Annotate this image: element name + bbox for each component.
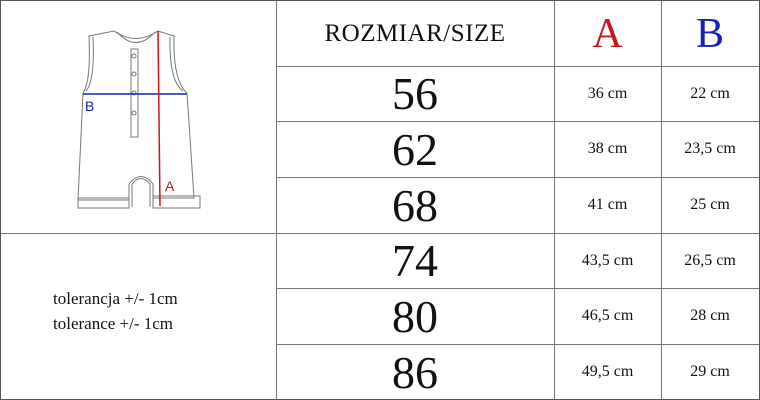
tolerance-pl: tolerancja +/- 1cm <box>53 289 178 308</box>
tolerance-note: tolerancja +/- 1cm tolerance +/- 1cm <box>53 286 178 336</box>
row-a-cell: 46,5 cm <box>581 307 634 324</box>
header-b: B <box>695 10 724 57</box>
row-size-cell: 86 <box>392 346 438 398</box>
row-size-cell: 74 <box>392 235 438 286</box>
row-a-cell: 36 cm <box>587 84 628 102</box>
row-size-cell: 68 <box>392 179 438 231</box>
row-size-cell: 80 <box>392 290 438 342</box>
row-b-cell: 22 cm <box>690 84 730 102</box>
row-size-cell: 56 <box>392 68 438 119</box>
header-size: ROZMIAR/SIZE <box>324 19 506 47</box>
row-b-cell: 29 cm <box>690 363 730 380</box>
row-a-cell: 38 cm <box>587 140 628 157</box>
row-a-cell: 49,5 cm <box>581 363 634 380</box>
header-a: A <box>592 10 623 57</box>
romper-diagram: B A <box>77 30 201 209</box>
row-b-cell: 28 cm <box>690 307 730 324</box>
diagram-label-a: A <box>165 178 175 194</box>
measure-a-line <box>157 30 161 207</box>
row-b-cell: 23,5 cm <box>684 140 736 157</box>
row-a-cell: 41 cm <box>587 196 628 213</box>
tolerance-en: tolerance +/- 1cm <box>53 314 174 333</box>
row-size-cell: 62 <box>392 123 438 175</box>
row-b-cell: 26,5 cm <box>684 251 736 269</box>
diagram-label-b: B <box>85 98 94 114</box>
row-a-cell: 43,5 cm <box>581 251 634 269</box>
row-b-cell: 25 cm <box>690 196 730 213</box>
